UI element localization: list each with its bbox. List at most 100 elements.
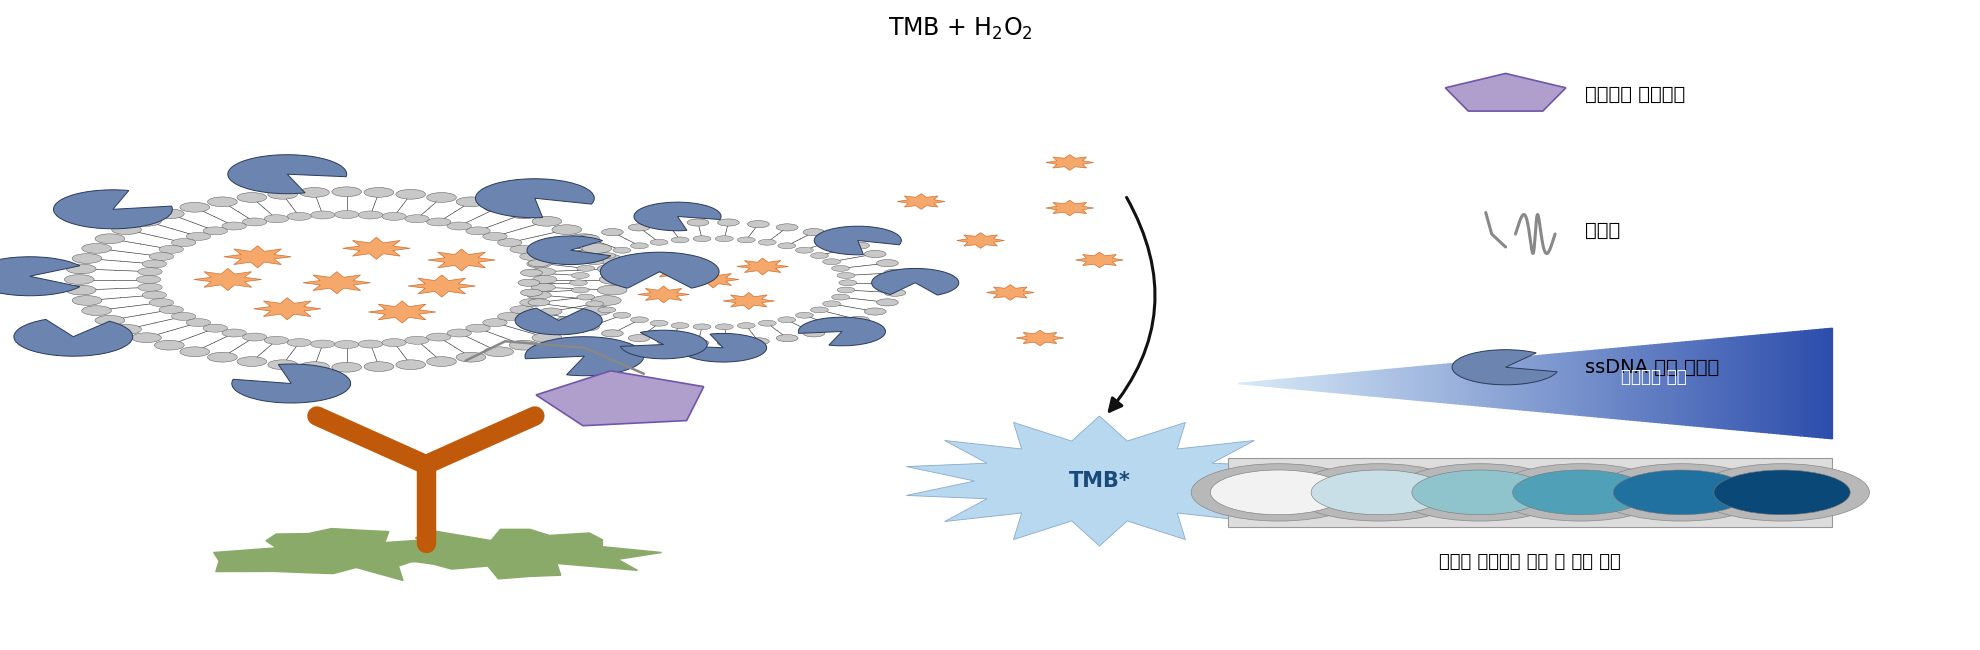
Circle shape [717,219,739,226]
Circle shape [838,287,855,293]
Circle shape [222,329,246,337]
Circle shape [598,285,628,295]
Polygon shape [537,371,703,426]
Polygon shape [1744,336,1748,431]
Polygon shape [1645,345,1649,422]
Circle shape [630,243,647,249]
Circle shape [531,283,554,291]
Circle shape [186,233,210,240]
Polygon shape [1360,372,1364,395]
Polygon shape [1610,348,1614,419]
Circle shape [509,245,535,254]
Circle shape [875,259,897,266]
Circle shape [586,301,604,307]
Circle shape [426,218,451,226]
Circle shape [71,296,101,306]
Text: TMB + H$_2$O$_2$: TMB + H$_2$O$_2$ [887,16,1034,42]
Circle shape [172,239,196,246]
Polygon shape [1641,346,1645,421]
Circle shape [1713,470,1849,515]
Circle shape [267,189,297,199]
Polygon shape [343,237,410,259]
Circle shape [382,339,406,346]
Wedge shape [814,226,901,255]
Circle shape [552,324,582,334]
Circle shape [541,308,562,315]
Polygon shape [1491,359,1495,408]
Polygon shape [1285,379,1289,388]
Polygon shape [1594,350,1598,417]
Polygon shape [1752,335,1756,432]
Circle shape [527,291,550,299]
Circle shape [883,289,905,296]
Circle shape [657,338,679,345]
Polygon shape [1804,330,1808,437]
Circle shape [582,244,612,254]
Polygon shape [907,416,1291,546]
Circle shape [568,315,598,325]
Circle shape [154,341,184,350]
Polygon shape [1713,339,1717,428]
Circle shape [222,222,246,230]
Polygon shape [1634,346,1637,421]
Polygon shape [651,263,703,280]
Circle shape [671,237,689,243]
Circle shape [148,298,174,307]
Circle shape [832,265,849,271]
Polygon shape [1313,376,1317,391]
Circle shape [158,306,184,314]
Text: 바이러스 핵단백질: 바이러스 핵단백질 [1584,84,1685,104]
Polygon shape [1257,382,1261,385]
Circle shape [1392,463,1566,521]
Polygon shape [1075,252,1123,268]
Polygon shape [1760,335,1764,432]
Circle shape [778,243,796,249]
Polygon shape [1677,343,1681,424]
Polygon shape [1045,200,1093,216]
Polygon shape [1400,368,1404,399]
Polygon shape [1238,383,1241,384]
Polygon shape [1412,367,1416,400]
Polygon shape [1800,331,1804,436]
Wedge shape [527,236,610,265]
Polygon shape [1459,363,1463,404]
Circle shape [364,187,394,197]
Polygon shape [1297,378,1301,389]
Polygon shape [1780,333,1784,434]
Circle shape [137,276,160,283]
Polygon shape [986,285,1034,300]
Polygon shape [1550,354,1554,413]
Circle shape [533,333,562,343]
Circle shape [172,313,196,320]
Circle shape [576,265,594,271]
Polygon shape [1336,374,1340,393]
Circle shape [693,236,711,242]
Text: 바이러스 농도: 바이러스 농도 [1620,368,1687,386]
Circle shape [148,252,174,261]
Polygon shape [1590,350,1594,417]
Polygon shape [1396,369,1400,398]
Polygon shape [1681,342,1685,425]
Circle shape [65,285,95,295]
Circle shape [796,313,814,318]
Polygon shape [1443,364,1447,403]
Polygon shape [1570,352,1574,415]
Polygon shape [1467,362,1471,405]
Polygon shape [1317,376,1321,391]
Circle shape [628,224,649,231]
Polygon shape [1717,339,1721,428]
Polygon shape [1495,359,1499,408]
Polygon shape [1261,381,1265,386]
Polygon shape [1531,356,1534,411]
Circle shape [578,235,600,242]
Circle shape [527,260,550,268]
Circle shape [758,320,776,326]
Circle shape [521,289,543,296]
Polygon shape [1241,383,1245,384]
Circle shape [715,236,733,242]
Circle shape [1190,463,1366,521]
Polygon shape [1812,330,1816,437]
Polygon shape [1653,344,1657,422]
Circle shape [529,259,550,266]
Polygon shape [1269,380,1273,387]
